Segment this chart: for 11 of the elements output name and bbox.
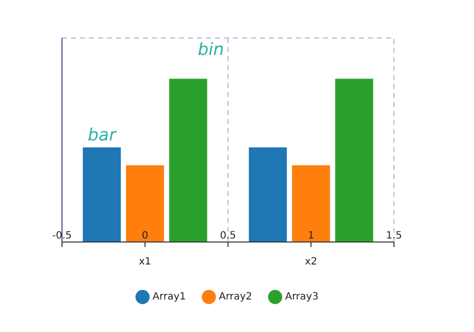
x2-tick-label: 0.5 [220, 230, 236, 242]
legend-label: Array3 [285, 292, 318, 303]
text: bin [198, 40, 224, 60]
legend-label: Array1 [152, 292, 186, 303]
x-tick-label: x2 [304, 256, 318, 268]
x2-tick-label: 0 [142, 230, 148, 242]
x-tick-label: x1 [138, 256, 152, 268]
legend-label: Array2 [218, 292, 252, 303]
annotation: bar [88, 125, 117, 146]
x2-tick-label: 1 [308, 230, 314, 242]
x2-tick-label: 1.5 [386, 230, 402, 242]
